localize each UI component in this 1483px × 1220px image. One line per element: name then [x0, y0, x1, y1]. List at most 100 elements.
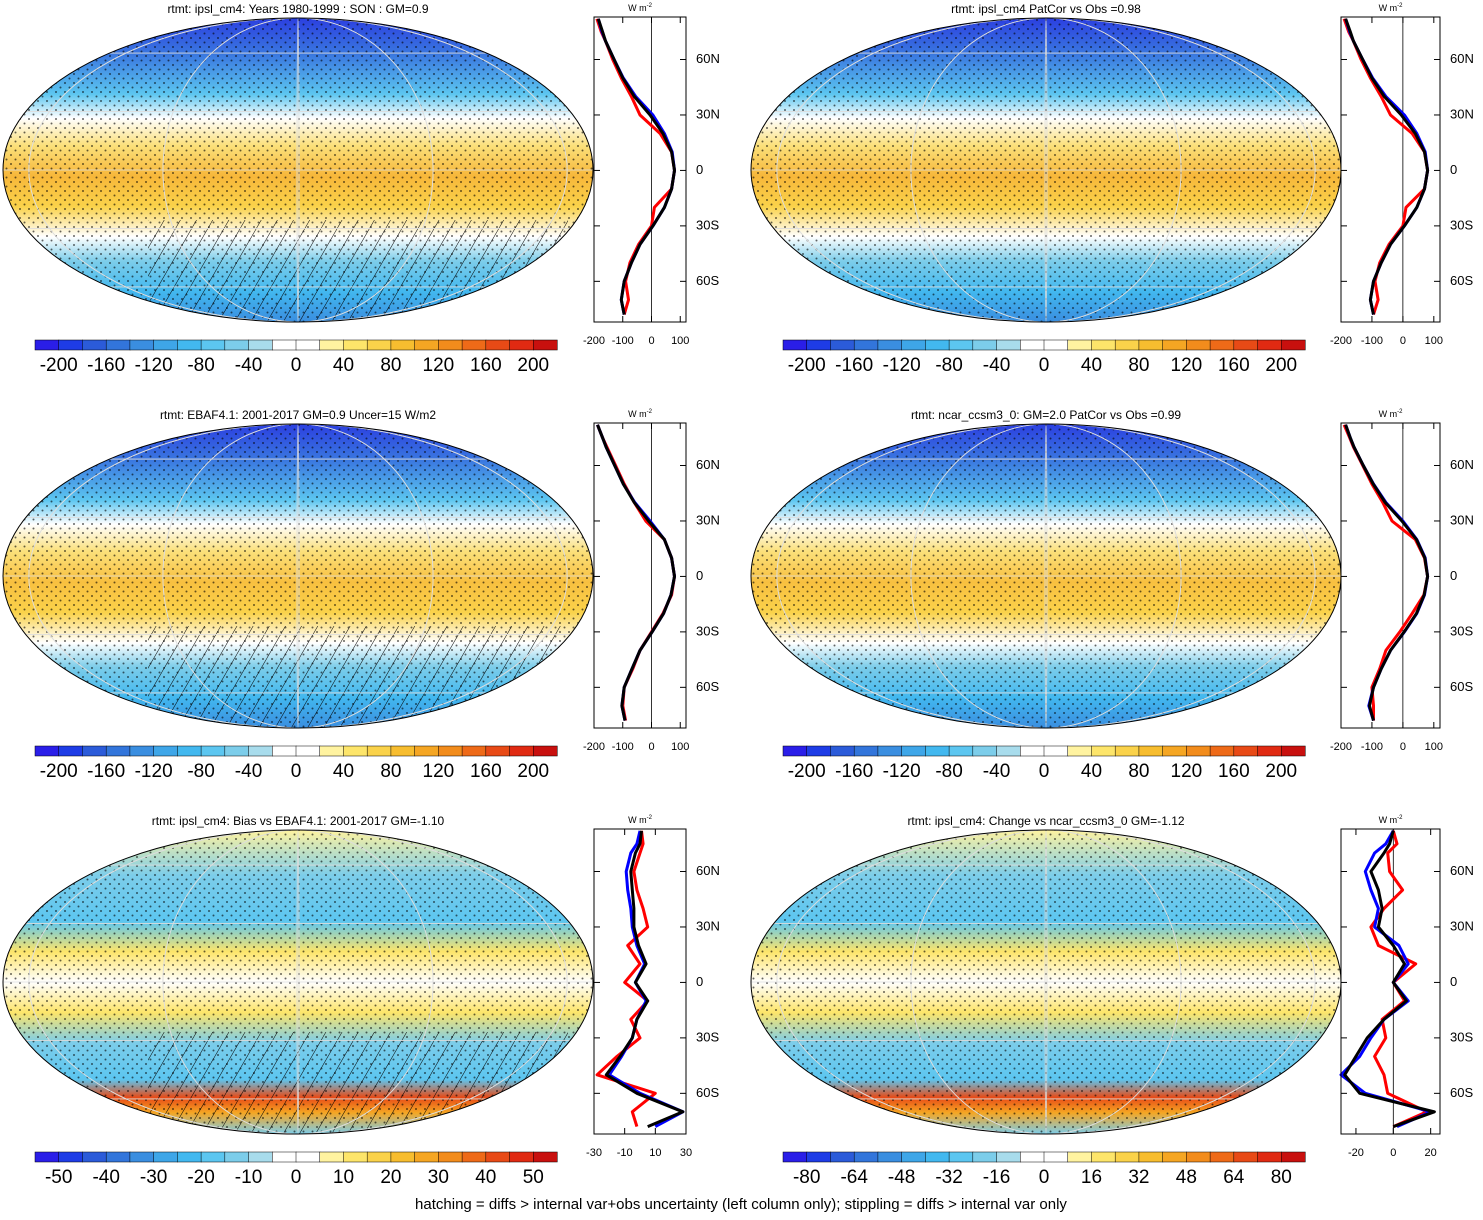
- colorbar-label: 16: [1081, 1167, 1102, 1188]
- colorbar-label: 160: [470, 355, 502, 376]
- x-tick-label: -10: [617, 1147, 633, 1159]
- plot-frame: [593, 422, 687, 729]
- colorbar-box: [177, 339, 202, 351]
- y-tick-label: 0: [1450, 162, 1457, 177]
- panel: rtmt: ipsl_cm4: Change vs ncar_ccsm3_0 G…: [750, 814, 1474, 1188]
- colorbar-label: 200: [517, 355, 549, 376]
- colorbar-label: 64: [1223, 1167, 1245, 1188]
- colorbar-box: [1186, 1151, 1211, 1163]
- colorbar-box: [996, 1151, 1021, 1163]
- panel-title: rtmt: ipsl_cm4: Bias vs EBAF4.1: 2001-20…: [152, 814, 445, 828]
- colorbar-box: [177, 745, 202, 757]
- colorbar-label: 120: [423, 761, 455, 782]
- y-tick-label: 30N: [696, 106, 720, 121]
- colorbar-label: -48: [888, 1167, 915, 1188]
- colorbar-label: 10: [333, 1167, 354, 1188]
- colorbar-label: -10: [235, 1167, 262, 1188]
- colorbar-box: [1233, 745, 1259, 757]
- colorbar-label: 0: [291, 1167, 302, 1188]
- colorbar-box: [1020, 1151, 1045, 1163]
- colorbar-box: [438, 745, 463, 757]
- colorbar-box: [1257, 1151, 1282, 1163]
- colorbar-label: -40: [92, 1167, 119, 1188]
- colorbar-box: [200, 339, 226, 351]
- colorbar-box: [105, 339, 131, 351]
- zonal-line: [1342, 424, 1430, 721]
- colorbar-label: -80: [793, 1167, 820, 1188]
- colorbar-box: [1067, 339, 1093, 351]
- colorbar-label: -80: [935, 761, 962, 782]
- colorbar-box: [34, 339, 60, 351]
- zonal-line: [1344, 424, 1430, 722]
- colorbar-box: [1209, 1151, 1235, 1163]
- colorbar-box: [1043, 745, 1069, 757]
- colorbar-label: 80: [1128, 355, 1149, 376]
- colorbar-box: [1043, 1151, 1069, 1163]
- colorbar-box: [295, 1151, 321, 1163]
- unit-text: W m: [628, 815, 647, 825]
- panel-title: rtmt: ipsl_cm4 PatCor vs Obs =0.98: [951, 2, 1141, 16]
- colorbar-box: [366, 1151, 392, 1163]
- colorbar-box: [224, 1151, 250, 1163]
- panel: rtmt: ipsl_cm4: Years 1980-1999 : SON : …: [2, 2, 720, 376]
- y-tick-label: 30S: [696, 217, 719, 232]
- colorbar-box: [1091, 745, 1116, 757]
- colorbar-label: 80: [1128, 761, 1149, 782]
- x-tick-label: -100: [612, 335, 634, 347]
- colorbar-label: -160: [835, 355, 873, 376]
- colorbar-box: [414, 745, 439, 757]
- colorbar-box: [1209, 745, 1235, 757]
- unit-exponent: -2: [647, 3, 653, 9]
- x-tick-label: 20: [1425, 1147, 1437, 1159]
- colorbar-label: 120: [1171, 761, 1203, 782]
- colorbar-label: -16: [983, 1167, 1010, 1188]
- colorbar-box: [830, 1151, 855, 1163]
- zonal-line: [595, 18, 676, 316]
- colorbar-label: 40: [333, 355, 354, 376]
- colorbar-label: 40: [1081, 355, 1102, 376]
- colorbar-box: [1067, 745, 1093, 757]
- y-tick-label: 30N: [1450, 106, 1474, 121]
- panel: rtmt: ipsl_cm4: Bias vs EBAF4.1: 2001-20…: [2, 814, 720, 1188]
- colorbar-label: -160: [835, 761, 873, 782]
- colorbar-label: -80: [187, 355, 214, 376]
- colorbar-box: [390, 1151, 416, 1163]
- colorbar-box: [1114, 745, 1140, 757]
- y-tick-label: 60S: [696, 679, 719, 694]
- colorbar-box: [509, 745, 534, 757]
- unit-label: W m-2: [628, 815, 652, 826]
- colorbar-label: 0: [1039, 355, 1050, 376]
- plot-frame: [1340, 828, 1441, 1135]
- colorbar-box: [1162, 339, 1187, 351]
- x-tick-label: -100: [1361, 741, 1383, 753]
- colorbar-label: 48: [1176, 1167, 1197, 1188]
- colorbar-label: 160: [1218, 355, 1250, 376]
- colorbar-label: 200: [1265, 761, 1297, 782]
- map-border: [2, 423, 594, 729]
- colorbar-label: -200: [788, 761, 826, 782]
- colorbar-box: [485, 1151, 511, 1163]
- y-tick-label: 30S: [1450, 1029, 1473, 1044]
- y-tick-label: 30S: [1450, 623, 1473, 638]
- colorbar-box: [58, 1151, 84, 1163]
- colorbar-label: -200: [40, 355, 78, 376]
- colorbar-label: 80: [380, 761, 401, 782]
- colorbar-box: [105, 745, 131, 757]
- x-tick-label: -20: [1348, 1147, 1364, 1159]
- colorbar-label: -32: [935, 1167, 962, 1188]
- colorbar-label: -40: [983, 355, 1010, 376]
- unit-text: W m: [1379, 815, 1398, 825]
- x-tick-label: 100: [671, 335, 689, 347]
- colorbar-label: 0: [1039, 761, 1050, 782]
- y-tick-label: 60N: [696, 51, 720, 66]
- colorbar-box: [1209, 339, 1235, 351]
- unit-exponent: -2: [1397, 815, 1403, 821]
- panel: rtmt: EBAF4.1: 2001-2017 GM=0.9 Uncer=15…: [2, 408, 720, 782]
- colorbar-box: [806, 745, 832, 757]
- y-tick-label: 60S: [1450, 273, 1473, 288]
- colorbar-box: [1162, 1151, 1187, 1163]
- y-tick-label: 30N: [696, 918, 720, 933]
- y-tick-label: 0: [696, 162, 703, 177]
- colorbar-box: [461, 339, 487, 351]
- unit-exponent: -2: [647, 409, 653, 415]
